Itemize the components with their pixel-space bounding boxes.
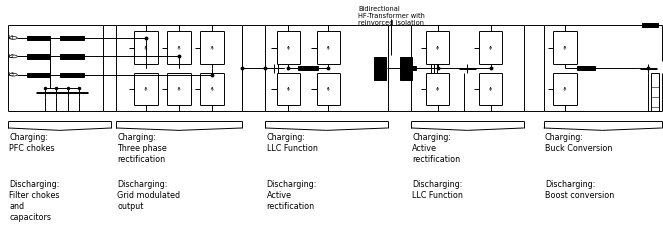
Bar	[60, 36, 84, 40]
Text: Charging:
Buck Conversion: Charging: Buck Conversion	[545, 133, 613, 153]
Text: Charging:
Three phase
rectification: Charging: Three phase rectification	[117, 133, 167, 164]
Text: L3: L3	[9, 72, 15, 77]
Text: Discharging:
LLC Function: Discharging: LLC Function	[412, 180, 463, 200]
Bar	[400, 66, 416, 70]
Bar	[651, 73, 659, 111]
Circle shape	[9, 73, 17, 76]
Text: Discharging:
Active
rectification: Discharging: Active rectification	[267, 180, 317, 211]
Text: Charging:
PFC chokes: Charging: PFC chokes	[9, 133, 55, 153]
Circle shape	[9, 36, 17, 39]
Text: Discharging:
Boost conversion: Discharging: Boost conversion	[545, 180, 614, 200]
Bar	[642, 23, 658, 27]
Text: Discharging:
Filter chokes
and
capacitors: Discharging: Filter chokes and capacitor…	[9, 180, 60, 222]
Text: L2: L2	[9, 54, 15, 59]
Text: L1: L1	[9, 35, 15, 41]
Bar	[27, 73, 50, 77]
Bar	[374, 57, 386, 80]
Bar	[60, 73, 84, 77]
Bar	[60, 54, 84, 59]
Text: Charging:
LLC Function: Charging: LLC Function	[267, 133, 318, 153]
Bar	[298, 66, 318, 70]
Text: Bidirectional
HF-Transformer with
reinvorced isolation: Bidirectional HF-Transformer with reinvo…	[358, 6, 425, 26]
Bar	[27, 36, 50, 40]
Bar	[400, 57, 412, 80]
Text: Charging:
Active
rectification: Charging: Active rectification	[412, 133, 461, 164]
Circle shape	[9, 55, 17, 58]
Bar	[27, 54, 50, 59]
Bar	[577, 66, 595, 70]
Text: Discharging:
Grid modulated
output: Discharging: Grid modulated output	[117, 180, 180, 211]
